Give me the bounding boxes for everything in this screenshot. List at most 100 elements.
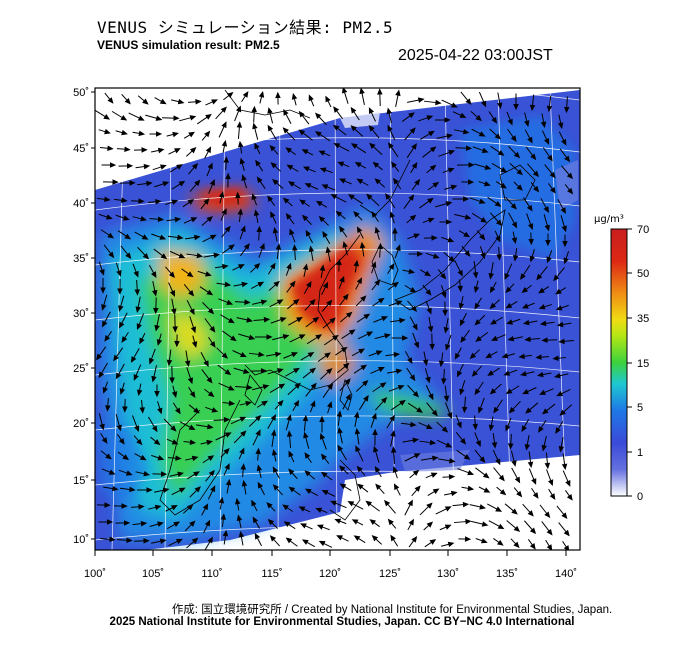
lon-label: 130˚	[437, 568, 459, 580]
wind-arrow-head	[230, 335, 237, 342]
wind-arrow-head	[222, 529, 229, 537]
wind-arrow-head	[205, 113, 212, 120]
wind-arrow-head	[242, 91, 249, 98]
wind-arrow-head	[336, 535, 343, 541]
wind-arrow-head	[429, 164, 437, 171]
wind-arrow-head	[168, 271, 175, 279]
wind-arrow-head	[301, 214, 309, 222]
wind-arrow-head	[282, 504, 289, 511]
lat-label: 45˚	[73, 143, 89, 155]
wind-arrow-head	[213, 252, 221, 259]
wind-arrow-head	[496, 254, 502, 261]
wind-arrow-head	[373, 445, 379, 453]
wind-arrow-head	[378, 367, 385, 373]
wind-arrow-head	[193, 407, 200, 414]
wind-arrow-head	[445, 442, 453, 448]
wind-arrow-head	[447, 412, 453, 420]
wind-arrow-head	[447, 167, 455, 173]
wind-arrow-head	[337, 444, 344, 452]
wind-arrow-head	[104, 502, 111, 508]
title-japanese: VENUS シミュレーション結果: PM2.5	[97, 18, 394, 37]
wind-arrow-head	[514, 476, 521, 484]
wind-arrow-head	[508, 443, 514, 450]
wind-arrow-head	[240, 351, 247, 358]
wind-arrow-head	[459, 388, 465, 396]
wind-arrow-head	[360, 364, 368, 371]
wind-arrow-head	[203, 360, 209, 368]
wind-arrow-head	[513, 103, 519, 111]
wind-arrow-head	[446, 133, 454, 139]
wind-arrow-head	[194, 486, 201, 493]
wind-arrow-head	[337, 426, 343, 434]
wind-arrow-head	[529, 527, 537, 535]
wind-arrow-head	[413, 453, 421, 459]
wind-arrow-head	[414, 485, 421, 492]
wind-arrow-head	[223, 156, 229, 163]
wind-arrow-head	[269, 262, 276, 270]
wind-arrow-head	[318, 540, 326, 547]
wind-arrow-head	[149, 357, 155, 365]
wind-arrow-head	[160, 253, 168, 260]
wind-arrow-head	[315, 334, 323, 340]
wind-arrow-head	[529, 104, 536, 112]
wind-arrow-head	[464, 536, 472, 542]
wind-arrow-head	[447, 541, 455, 548]
wind-arrow-head	[116, 424, 122, 432]
wind-arrow-head	[291, 93, 298, 100]
wind-arrow-head	[504, 273, 510, 280]
wind-arrow-head	[444, 506, 452, 512]
wind-arrow-head	[224, 369, 232, 376]
wind-arrow-head	[474, 319, 481, 326]
wind-arrow-head	[209, 325, 216, 333]
wind-arrow-head	[291, 352, 299, 358]
wind-arrow-head	[209, 179, 215, 186]
wind-arrow-head	[562, 240, 568, 248]
wind-arrow-head	[350, 106, 357, 114]
wind-arrow-head	[272, 178, 279, 186]
wind-arrow-head	[337, 161, 345, 167]
wind-arrow-head	[223, 416, 231, 423]
map-frame	[94, 87, 581, 551]
wind-arrow-head	[353, 259, 360, 267]
wind-arrow-head	[256, 176, 263, 184]
wind-arrow-head	[255, 159, 261, 167]
wind-arrow-head	[239, 416, 247, 422]
wind-arrow-head	[495, 458, 501, 466]
wind-arrow-head	[283, 521, 291, 528]
wind-arrow-head	[139, 407, 145, 414]
wind-arrow-head	[539, 320, 547, 327]
wind-arrow-head	[503, 370, 511, 376]
wind-arrow-head	[547, 479, 554, 487]
wind-arrow-head	[426, 502, 433, 509]
wind-arrow-head	[372, 161, 380, 168]
wind-arrow-head	[529, 255, 535, 263]
wind-arrow-head	[267, 107, 273, 114]
wind-arrow-head	[549, 171, 556, 179]
wind-arrow-head	[411, 161, 418, 169]
wind-arrow-head	[112, 179, 119, 185]
wind-arrow-head	[159, 234, 167, 240]
wind-arrow-head	[478, 406, 484, 414]
graticule	[95, 88, 580, 550]
wind-arrow-head	[224, 225, 231, 233]
wind-arrow-head	[483, 487, 491, 493]
wind-arrow-head	[561, 463, 568, 471]
wind-arrow-head	[332, 334, 339, 341]
wind-arrow-head	[450, 490, 458, 497]
wind-arrow-head	[169, 377, 175, 384]
wind-arrow-head	[133, 270, 139, 278]
wind-arrow-head	[429, 439, 437, 446]
wind-arrow-head	[457, 285, 463, 293]
wind-arrow-head	[432, 488, 440, 495]
wind-arrow-head	[464, 250, 471, 257]
wind-arrow-head	[98, 371, 105, 379]
wind-arrow-head	[154, 504, 162, 511]
wind-arrow-head	[377, 242, 383, 250]
wind-arrow-head	[475, 335, 482, 342]
wind-arrow-head	[314, 131, 322, 137]
wind-arrow-head	[162, 487, 170, 493]
wind-arrow-head	[500, 182, 507, 189]
wind-arrow-head	[371, 261, 377, 268]
axis-ticks	[91, 91, 567, 556]
wind-arrow-head	[546, 105, 553, 113]
